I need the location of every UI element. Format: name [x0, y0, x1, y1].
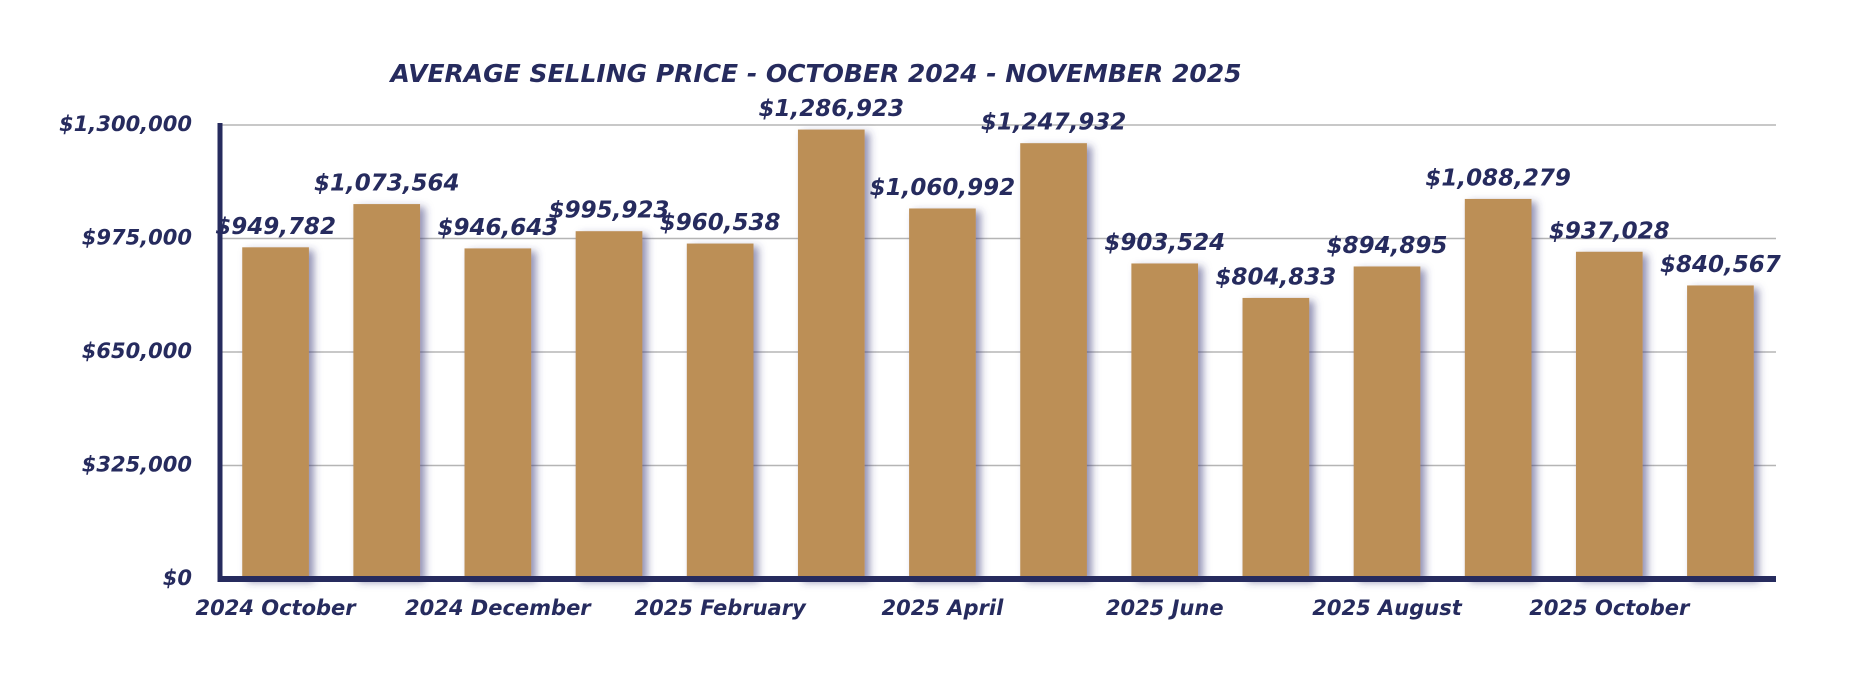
value-label: $903,524 [1104, 230, 1225, 256]
bar [242, 247, 309, 580]
value-label: $1,247,932 [981, 110, 1127, 136]
value-label: $960,538 [660, 210, 781, 236]
value-label: $946,643 [437, 215, 558, 241]
bar [464, 248, 532, 579]
value-label: $995,923 [549, 198, 670, 224]
bar [1020, 143, 1087, 579]
y-tick-label: $1,300,000 [59, 112, 192, 136]
bar [575, 231, 643, 579]
x-tick-label: 2025 June [1106, 596, 1224, 620]
value-label: $840,567 [1660, 252, 1781, 278]
bar [1353, 266, 1421, 579]
value-label: $1,060,992 [870, 175, 1016, 201]
y-tick-label: $975,000 [82, 226, 192, 250]
bar [1687, 285, 1754, 579]
bar [1131, 263, 1199, 579]
x-tick-label: 2025 April [882, 596, 1005, 620]
chart-title: AVERAGE SELLING PRICE - OCTOBER 2024 - N… [388, 59, 1241, 88]
x-tick-label: 2025 August [1312, 596, 1462, 620]
x-tick-label: 2024 October [195, 596, 357, 620]
bar [1575, 251, 1643, 579]
value-label: $1,286,923 [759, 96, 905, 122]
x-tick-label: 2025 October [1529, 596, 1691, 620]
y-tick-label: $0 [163, 566, 192, 590]
bar [686, 243, 754, 579]
value-label: $894,895 [1327, 233, 1448, 259]
bar [1464, 198, 1532, 579]
value-label: $1,088,279 [1425, 165, 1571, 191]
y-tick-label: $650,000 [82, 339, 192, 363]
value-label: $804,833 [1215, 264, 1336, 290]
value-label: $937,028 [1549, 218, 1670, 244]
y-tick-label: $325,000 [82, 453, 192, 477]
x-tick-label: 2025 February [635, 596, 808, 620]
bar [353, 204, 421, 579]
bar [1242, 297, 1310, 579]
bar [797, 129, 865, 579]
x-tick-label: 2024 December [405, 596, 592, 620]
bar [909, 208, 976, 580]
value-label: $949,782 [215, 214, 336, 240]
value-label: $1,073,564 [314, 171, 460, 197]
